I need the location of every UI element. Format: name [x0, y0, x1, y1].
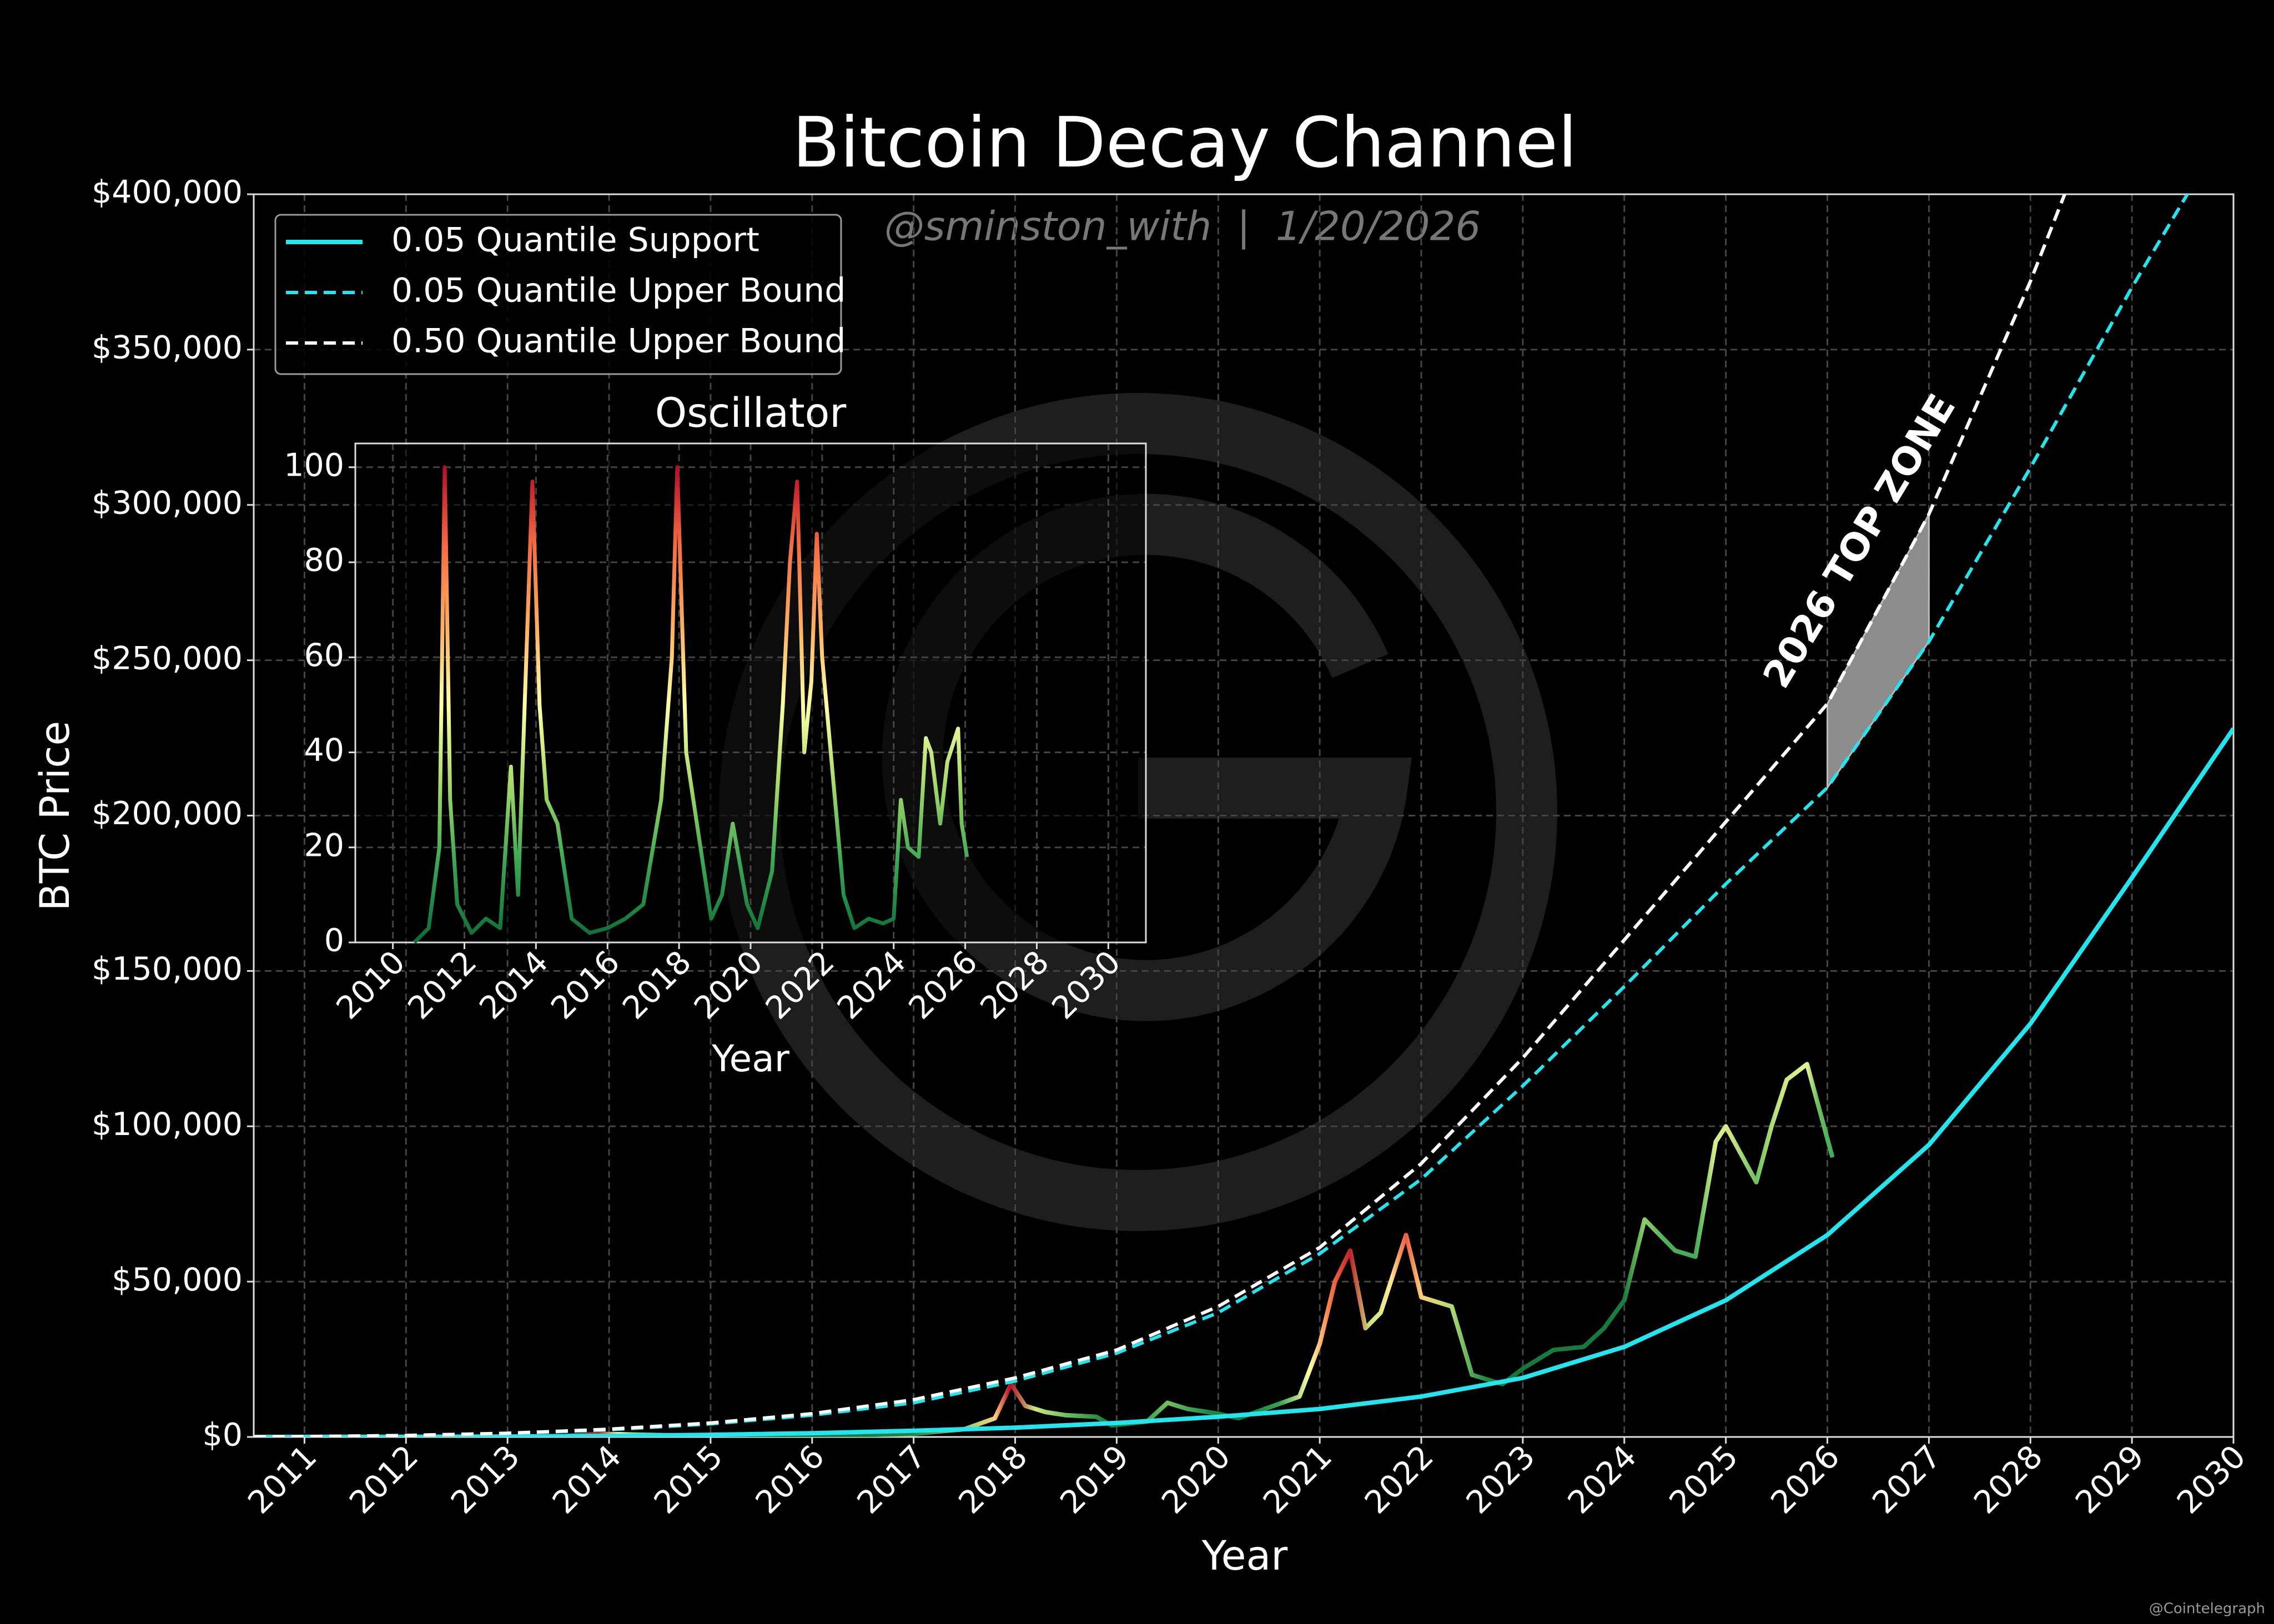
y-tick-label: $250,000: [92, 640, 243, 677]
legend-label: 0.50 Quantile Upper Bound: [391, 322, 846, 361]
y-tick-label: 100: [284, 447, 344, 483]
axes-frame: [253, 193, 2235, 1438]
chart-subtitle: @sminston_with | 1/20/2026: [884, 203, 1481, 250]
axes-frame: [354, 442, 1147, 944]
legend-label: 0.05 Quantile Upper Bound: [391, 271, 846, 310]
oscillator-line: [412, 465, 969, 944]
plot-area: [412, 465, 969, 944]
series-line: [254, 194, 2067, 1437]
chart-title: Bitcoin Decay Channel: [792, 103, 1577, 183]
series-line: [254, 727, 2233, 1437]
y-tick-label: 20: [304, 827, 344, 864]
y-tick-label: 0: [324, 922, 344, 959]
y-tick-label: 40: [304, 732, 344, 769]
y-tick-label: $350,000: [92, 330, 243, 366]
legend-label: 0.05 Quantile Support: [391, 221, 759, 260]
y-axis-label: BTC Price: [32, 721, 79, 911]
plot-area: [254, 194, 2233, 1437]
legend: 0.05 Quantile Support 0.05 Quantile Upper…: [274, 214, 846, 375]
inset-title: Oscillator: [655, 390, 847, 437]
y-tick-label: $150,000: [92, 951, 243, 987]
inset-x-label: Year: [711, 1037, 790, 1080]
x-axis-label: Year: [1201, 1532, 1289, 1580]
y-tick-label: 60: [304, 637, 344, 674]
y-tick-label: $0: [202, 1417, 243, 1454]
y-tick-label: 80: [304, 542, 344, 579]
credit: @Cointelegraph: [2149, 1601, 2265, 1617]
y-tick-label: $100,000: [92, 1106, 243, 1143]
y-tick-label: $50,000: [112, 1262, 243, 1298]
y-tick-label: $300,000: [92, 485, 243, 521]
legend-box: [274, 214, 842, 375]
y-tick-label: $200,000: [92, 795, 243, 832]
y-tick-label: $400,000: [92, 174, 243, 211]
